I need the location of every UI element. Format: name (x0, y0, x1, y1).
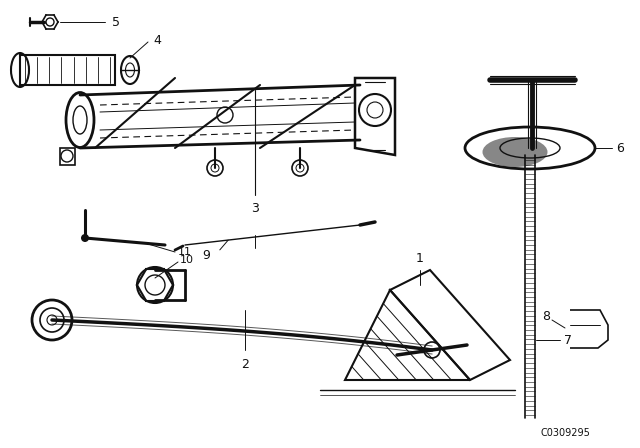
Bar (20, 55, 115, 85)
Text: 11: 11 (178, 247, 192, 257)
Text: 10: 10 (180, 255, 194, 265)
Text: 8: 8 (542, 310, 550, 323)
Text: 5: 5 (112, 16, 120, 29)
Text: 6: 6 (616, 142, 624, 155)
Text: C0309295: C0309295 (540, 428, 590, 438)
Text: 3: 3 (251, 202, 259, 215)
Circle shape (81, 234, 89, 242)
Text: 4: 4 (153, 34, 161, 47)
Ellipse shape (483, 137, 547, 167)
Text: 9: 9 (202, 249, 210, 262)
Text: 1: 1 (416, 252, 424, 265)
Text: 2: 2 (241, 358, 249, 371)
Text: 7: 7 (564, 333, 572, 346)
